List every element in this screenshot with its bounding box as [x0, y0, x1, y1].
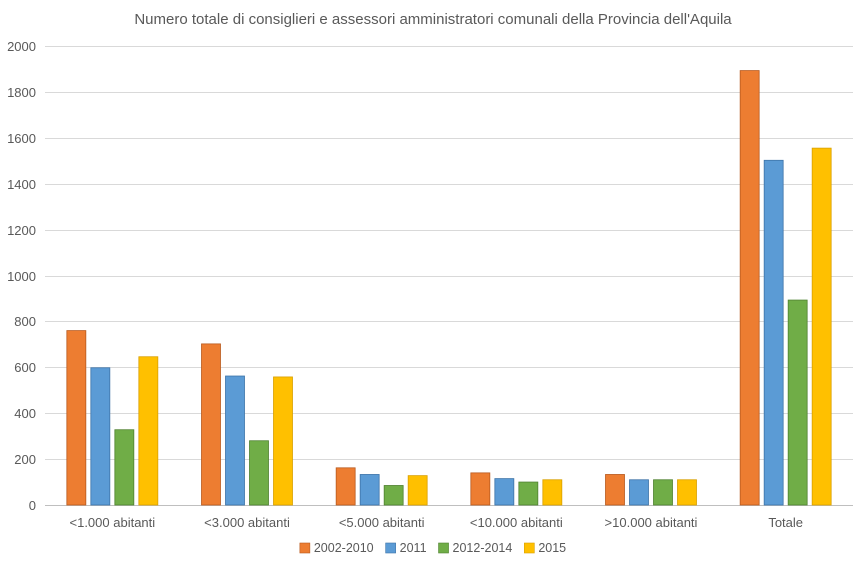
bar-2015-10-000-abitanti: [542, 479, 563, 506]
bar-2002-2010-totale: [739, 70, 760, 506]
x-axis-ticks: <1.000 abitanti <3.000 abitanti <5.000 abi…: [70, 515, 804, 530]
bar-2011-totale: [763, 159, 784, 506]
x-tick-label: <10.000 abitanti: [470, 515, 563, 530]
legend: 2002-2010 2011 2012-2014 2015: [299, 541, 566, 555]
bar-2011-3-000-abitanti: [225, 375, 245, 506]
y-tick-label: 200: [14, 452, 36, 467]
y-tick-label: 1000: [7, 269, 36, 284]
legend-label: 2012-2014: [453, 541, 513, 555]
bar-2002-2010-10-000-abitanti: [470, 472, 491, 506]
bar-2002-2010-3-000-abitanti: [201, 343, 221, 506]
bar-2015-totale: [811, 147, 832, 506]
bars: [66, 70, 832, 506]
x-tick-label: >10.000 abitanti: [605, 515, 698, 530]
bar-2012-2014-totale: [787, 299, 808, 506]
y-tick-label: 400: [14, 406, 36, 421]
y-axis-ticks: 0 200 400 600 800 1000 1200 1400 1600 1800 2000: [7, 39, 36, 513]
x-tick-label: <3.000 abitanti: [204, 515, 290, 530]
legend-label: 2011: [400, 541, 427, 555]
bar-2011-10-000-abitanti: [494, 478, 515, 506]
bar-2015-10-000-abitanti: [677, 479, 697, 506]
x-tick-label: <5.000 abitanti: [339, 515, 425, 530]
y-tick-label: 1200: [7, 223, 36, 238]
y-tick-label: 600: [14, 360, 36, 375]
legend-swatch: [299, 542, 311, 554]
bar-2011-1-000-abitanti: [90, 367, 111, 506]
bar-2012-2014-5-000-abitanti: [383, 485, 404, 506]
bar-2015-5-000-abitanti: [407, 475, 428, 506]
chart-title: Numero totale di consiglieri e assessori…: [134, 11, 732, 28]
bar-2015-3-000-abitanti: [273, 376, 293, 506]
legend-item-2012-2014: 2012-2014: [438, 541, 513, 555]
gridlines: [45, 46, 853, 506]
x-tick-label: <1.000 abitanti: [70, 515, 156, 530]
bar-2015-1-000-abitanti: [138, 356, 159, 506]
legend-label: 2002-2010: [314, 541, 374, 555]
legend-label: 2015: [538, 541, 566, 555]
bar-2012-2014-1-000-abitanti: [114, 429, 135, 506]
y-tick-label: 0: [29, 498, 36, 513]
y-tick-label: 1600: [7, 131, 36, 146]
legend-swatch: [385, 542, 396, 554]
bar-2002-2010-10-000-abitanti: [605, 474, 625, 506]
legend-item-2002-2010: 2002-2010: [299, 541, 374, 555]
legend-item-2011: 2011: [385, 541, 427, 555]
legend-item-2015: 2015: [524, 541, 566, 555]
bar-2002-2010-5-000-abitanti: [335, 467, 356, 506]
y-tick-label: 2000: [7, 39, 36, 54]
legend-swatch: [524, 542, 535, 554]
y-tick-label: 1400: [7, 177, 36, 192]
bar-2012-2014-10-000-abitanti: [518, 481, 539, 506]
y-tick-label: 800: [14, 314, 36, 329]
legend-swatch: [438, 542, 449, 554]
bar-2012-2014-3-000-abitanti: [249, 440, 269, 506]
bar-2002-2010-1-000-abitanti: [66, 330, 87, 506]
y-tick-label: 1800: [7, 85, 36, 100]
bar-2011-10-000-abitanti: [629, 479, 649, 506]
x-tick-label: Totale: [768, 515, 803, 530]
bar-2011-5-000-abitanti: [359, 474, 380, 506]
bar-2012-2014-10-000-abitanti: [653, 479, 673, 506]
